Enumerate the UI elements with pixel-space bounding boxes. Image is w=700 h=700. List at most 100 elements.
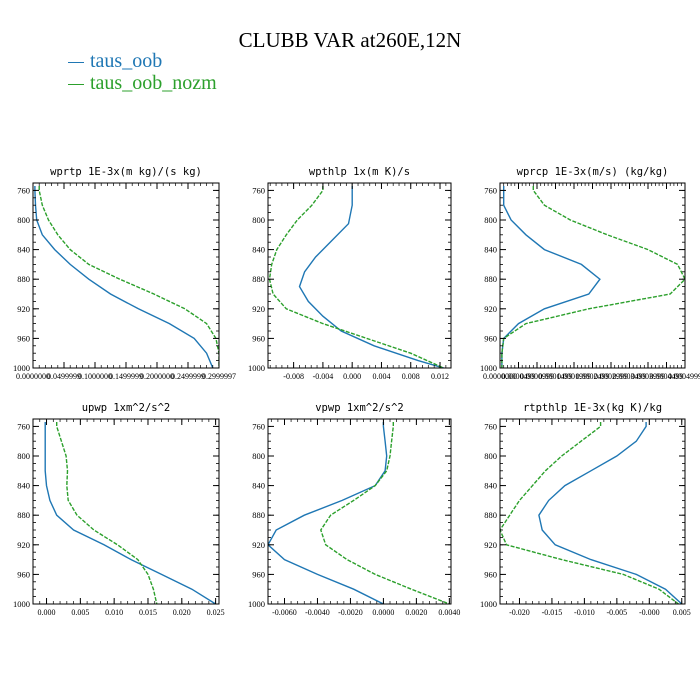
- panel-title: wpthlp 1x(m K)/s: [309, 166, 410, 178]
- legend-line-icon: [68, 83, 84, 85]
- y-tick-label: 1000: [480, 599, 497, 609]
- plot-frame: [267, 182, 452, 369]
- x-tick-label: 0.008: [402, 372, 420, 381]
- x-tick-label: 0.025: [207, 608, 225, 617]
- panel-title: rtpthlp 1E-3x(kg K)/kg: [523, 402, 662, 414]
- panel-title: wprtp 1E-3x(m kg)/(s kg): [50, 166, 202, 178]
- y-tick-label: 1000: [248, 599, 265, 609]
- x-tick-label: 0.2999997: [202, 372, 236, 381]
- plot-frame: [499, 182, 686, 369]
- series-line-taus_oob: [298, 186, 444, 368]
- y-tick-label: 880: [252, 510, 265, 520]
- y-tick-label: 920: [484, 304, 497, 314]
- y-tick-label: 800: [484, 451, 497, 461]
- x-tick-label: 0.012: [431, 372, 449, 381]
- x-tick-label: 0.0000499: [502, 372, 536, 381]
- x-tick-label: 0.005: [673, 608, 691, 617]
- y-tick-label: 760: [252, 421, 265, 431]
- series-line-taus_oob_nozm: [268, 186, 444, 368]
- x-tick-label: -0.015: [542, 608, 563, 617]
- chart-panel-rtpthlp: rtpthlp 1E-3x(kg K)/kg 760 800 840 880 920 960…: [480, 402, 691, 617]
- x-tick-label: 0.2499999: [171, 372, 205, 381]
- y-tick-label: 920: [484, 540, 497, 550]
- y-tick-label: 960: [484, 569, 497, 579]
- y-tick-label: 1000: [13, 363, 30, 373]
- x-tick-label: 0.0040: [438, 608, 460, 617]
- x-tick-label: -0.008: [283, 372, 304, 381]
- y-tick-label: 800: [484, 215, 497, 225]
- x-tick-label: 0.0000000: [483, 372, 517, 381]
- x-tick-label: 0.010: [105, 608, 123, 617]
- y-tick-label: 760: [17, 185, 30, 195]
- series-line-taus_oob: [501, 186, 601, 368]
- series-line-taus_oob_nozm: [56, 422, 158, 604]
- y-tick-label: 840: [17, 245, 30, 255]
- y-tick-label: 760: [17, 421, 30, 431]
- legend-label: taus_oob: [90, 50, 163, 72]
- x-tick-label: 0.0004999: [668, 372, 700, 381]
- x-tick-label: 0.0001999: [557, 372, 591, 381]
- y-tick-label: 760: [484, 421, 497, 431]
- x-tick-label: -0.000: [639, 608, 660, 617]
- x-tick-label: 0.020: [173, 608, 191, 617]
- panel-title: wprcp 1E-3x(m/s) (kg/kg): [517, 166, 669, 178]
- x-tick-label: 0.0499999: [47, 372, 81, 381]
- series-line-taus_oob: [34, 186, 214, 368]
- x-tick-label: -0.020: [509, 608, 530, 617]
- plot-frame: [32, 418, 220, 605]
- legend-label: taus_oob_nozm: [90, 72, 217, 94]
- plot-frame: [499, 418, 686, 605]
- y-tick-label: 800: [17, 451, 30, 461]
- y-tick-label: 960: [252, 569, 265, 579]
- y-tick-label: 840: [17, 481, 30, 491]
- panel-title: vpwp 1xm^2/s^2: [315, 402, 404, 414]
- series-line-taus_oob_nozm: [320, 422, 450, 604]
- x-tick-label: 0.000: [38, 608, 56, 617]
- y-tick-label: 800: [17, 215, 30, 225]
- x-tick-label: -0.0060: [272, 608, 297, 617]
- x-tick-label: 0.000: [343, 372, 361, 381]
- chart-panel-wprtp: wprtp 1E-3x(m kg)/(s kg) 760 800 840 880 920 9…: [13, 166, 236, 381]
- series-line-taus_oob: [268, 422, 388, 604]
- x-tick-label: -0.004: [313, 372, 334, 381]
- legend-entry-taus-oob-nozm: taus_oob_nozm: [68, 72, 217, 95]
- y-tick-label: 840: [252, 245, 265, 255]
- y-tick-label: 1000: [480, 363, 497, 373]
- y-tick-label: 920: [17, 540, 30, 550]
- x-tick-label: 0.2000000: [140, 372, 174, 381]
- x-tick-label: -0.0040: [305, 608, 330, 617]
- x-tick-label: -0.005: [607, 608, 628, 617]
- x-tick-label: 0.1499999: [109, 372, 143, 381]
- y-tick-label: 880: [252, 274, 265, 284]
- x-tick-label: 0.0003999: [631, 372, 665, 381]
- x-tick-label: 0.0002499: [576, 372, 610, 381]
- y-tick-label: 960: [252, 333, 265, 343]
- panel-title: upwp 1xm^2/s^2: [82, 402, 171, 414]
- chart-panel-upwp: upwp 1xm^2/s^2 760 800 840 880 920 960 1000 0.00…: [13, 402, 225, 617]
- y-tick-label: 920: [252, 304, 265, 314]
- x-tick-label: 0.0000: [372, 608, 394, 617]
- y-tick-label: 840: [252, 481, 265, 491]
- series-line-taus_oob: [44, 422, 216, 604]
- x-tick-label: 0.0004499: [650, 372, 684, 381]
- chart-panel-wpthlp: wpthlp 1x(m K)/s 760 800 840 880 920 960 1000 -0…: [248, 166, 452, 381]
- y-tick-label: 760: [484, 185, 497, 195]
- x-tick-label: 0.0002999: [594, 372, 628, 381]
- y-tick-label: 1000: [248, 363, 265, 373]
- x-tick-label: 0.004: [372, 372, 390, 381]
- y-tick-label: 800: [252, 451, 265, 461]
- x-tick-label: -0.0020: [338, 608, 363, 617]
- y-tick-label: 760: [252, 185, 265, 195]
- x-tick-label: 0.1000000: [78, 372, 112, 381]
- y-tick-label: 1000: [13, 599, 30, 609]
- series-line-taus_oob: [538, 422, 683, 604]
- x-tick-label: 0.0003499: [613, 372, 647, 381]
- x-tick-label: 0.015: [139, 608, 157, 617]
- y-tick-label: 840: [484, 481, 497, 491]
- x-tick-label: 0.005: [71, 608, 89, 617]
- y-tick-label: 960: [17, 569, 30, 579]
- y-tick-label: 880: [484, 510, 497, 520]
- series-line-taus_oob_nozm: [501, 186, 685, 368]
- y-tick-label: 880: [17, 274, 30, 284]
- x-tick-label: 0.0001499: [539, 372, 573, 381]
